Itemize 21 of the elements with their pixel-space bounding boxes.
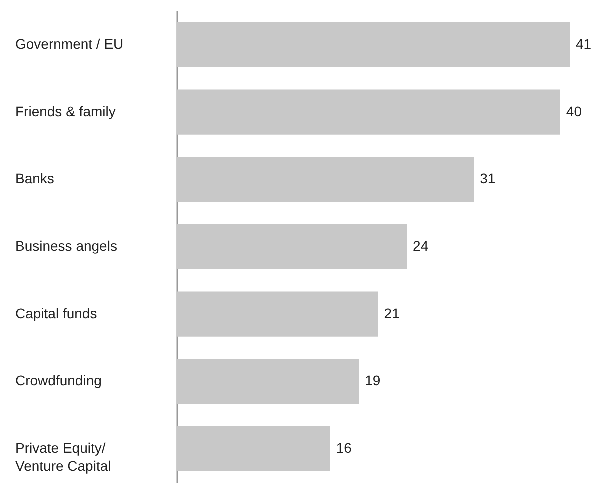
bar: [177, 359, 360, 404]
bar: [177, 90, 560, 135]
y-tick-label: Government / EU: [16, 36, 124, 52]
bar: [177, 22, 570, 68]
data-label: 31: [480, 170, 496, 187]
y-tick-label: Business angels: [16, 238, 118, 254]
y-tick-label: Banks: [16, 170, 54, 187]
y-tick-label: Crowdfunding: [16, 372, 102, 389]
bar: [177, 224, 408, 270]
bar: [177, 292, 378, 337]
y-tick-label: Capital funds: [16, 305, 98, 322]
data-label: 19: [365, 372, 381, 389]
data-label: 21: [384, 305, 400, 322]
data-label: 16: [336, 440, 352, 456]
y-tick-label: Friends & family: [16, 103, 116, 120]
data-label: 24: [413, 238, 429, 254]
bar: [177, 157, 474, 202]
data-label: 41: [576, 36, 592, 52]
bar: [177, 426, 330, 472]
y-tick-label: Private Equity/ Venture Capital: [16, 440, 112, 474]
data-label: 40: [566, 103, 582, 120]
